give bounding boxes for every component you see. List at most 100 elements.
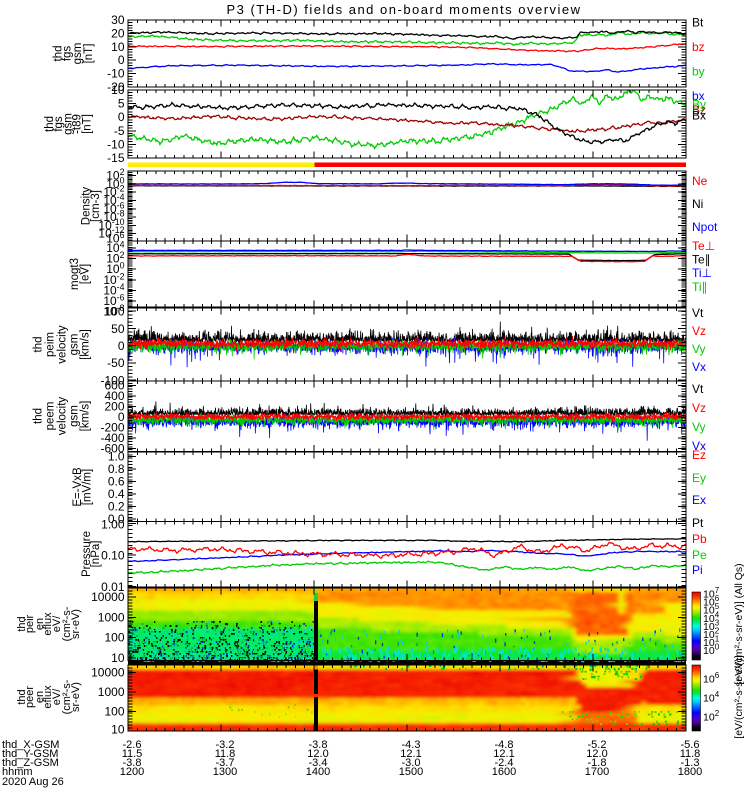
svg-text:Ni: Ni <box>692 197 703 211</box>
svg-text:600: 600 <box>104 378 124 392</box>
svg-text:1500: 1500 <box>399 766 423 778</box>
svg-text:-100: -100 <box>100 374 124 388</box>
svg-text:-15: -15 <box>107 151 125 165</box>
svg-text:0.0: 0.0 <box>108 512 125 526</box>
svg-text:thd_Z-GSM: thd_Z-GSM <box>2 757 59 769</box>
svg-text:[nPa]: [nPa] <box>90 541 102 568</box>
svg-text:Pi: Pi <box>692 563 703 577</box>
svg-text:12.0: 12.0 <box>307 748 328 760</box>
svg-text:Ey: Ey <box>692 471 706 485</box>
svg-text:en: en <box>34 691 46 703</box>
svg-text:1700: 1700 <box>585 766 609 778</box>
svg-text:-3.2: -3.2 <box>216 739 235 751</box>
svg-text:5: 5 <box>118 97 125 111</box>
svg-text:peer: peer <box>24 686 36 708</box>
svg-text:thd_X-GSM: thd_X-GSM <box>2 739 59 751</box>
svg-text:gsm: gsm <box>69 334 81 356</box>
svg-text:100: 100 <box>104 705 124 719</box>
svg-text:[nT]: [nT] <box>83 44 95 64</box>
svg-text:Pt: Pt <box>692 516 704 530</box>
svg-text:Vt: Vt <box>692 382 704 396</box>
svg-text:0.6: 0.6 <box>108 475 125 489</box>
svg-text:Vx: Vx <box>692 439 706 453</box>
svg-text:400: 400 <box>104 389 124 403</box>
svg-text:[eV/(cm²-s-sr-eV)]: [eV/(cm²-s-sr-eV)] <box>733 655 745 738</box>
svg-text:thd: thd <box>44 116 56 132</box>
svg-text:Pressure: Pressure <box>81 531 93 577</box>
svg-text:0.01: 0.01 <box>101 580 125 594</box>
svg-text:-200: -200 <box>100 421 124 435</box>
svg-text:12.0: 12.0 <box>586 748 607 760</box>
svg-text:Vz: Vz <box>692 324 706 338</box>
svg-text:P3 (TH-D) fields and on-board: P3 (TH-D) fields and on-board moments ov… <box>226 2 581 17</box>
svg-text:2020 Aug 26: 2020 Aug 26 <box>2 776 64 788</box>
svg-text:[nT]: [nT] <box>82 114 94 134</box>
svg-text:[mV/m]: [mV/m] <box>82 469 94 505</box>
svg-text:bx: bx <box>692 89 705 103</box>
svg-text:20: 20 <box>111 26 125 40</box>
svg-text:(cm²-s-: (cm²-s- <box>61 679 73 714</box>
svg-text:Npot: Npot <box>692 220 718 234</box>
svg-text:-2.4: -2.4 <box>495 757 514 769</box>
svg-text:12.1: 12.1 <box>493 748 514 760</box>
svg-text:[eV/(cm²-s-sr-eV)] (All Qs): [eV/(cm²-s-sr-eV)] (All Qs) <box>733 563 745 684</box>
svg-text:Bt: Bt <box>692 16 704 30</box>
svg-text:Ne: Ne <box>692 174 708 188</box>
svg-text:10000: 10000 <box>91 590 125 604</box>
svg-text:thd: thd <box>53 46 65 62</box>
svg-text:-10: -10 <box>107 67 125 81</box>
svg-text:eV/: eV/ <box>51 615 63 632</box>
svg-text:gsm: gsm <box>69 405 81 427</box>
svg-text:-4.8: -4.8 <box>495 739 514 751</box>
svg-text:Pe: Pe <box>692 548 707 562</box>
svg-text:Ti∥: Ti∥ <box>692 280 708 294</box>
svg-text:gsm: gsm <box>63 113 75 135</box>
svg-text:-3.4: -3.4 <box>309 757 328 769</box>
svg-text:mogt3: mogt3 <box>69 258 81 290</box>
svg-text:thd: thd <box>33 337 45 353</box>
svg-text:10: 10 <box>111 723 125 737</box>
svg-text:10: 10 <box>111 40 125 54</box>
svg-text:[cm-3]: [cm-3] <box>90 190 102 222</box>
svg-text:bz: bz <box>692 40 705 54</box>
svg-text:fgs: fgs <box>62 46 74 62</box>
svg-text:1600: 1600 <box>492 766 516 778</box>
svg-text:-3.0: -3.0 <box>402 757 421 769</box>
svg-text:-5.6: -5.6 <box>681 739 700 751</box>
svg-text:thd_Y-GSM: thd_Y-GSM <box>2 748 58 760</box>
svg-text:1000: 1000 <box>98 610 125 624</box>
svg-text:thd: thd <box>16 689 28 704</box>
svg-text:-1.8: -1.8 <box>588 757 607 769</box>
svg-text:1.00: 1.00 <box>101 518 125 532</box>
svg-text:1800: 1800 <box>678 766 702 778</box>
svg-text:Ex: Ex <box>692 493 706 507</box>
svg-text:Te∥: Te∥ <box>692 253 711 267</box>
svg-text:peim: peim <box>45 332 57 357</box>
svg-text:100: 100 <box>104 631 124 645</box>
svg-text:0.8: 0.8 <box>108 462 125 476</box>
svg-text:velocity: velocity <box>57 325 69 364</box>
svg-text:peem: peem <box>45 402 57 431</box>
svg-text:0.10: 0.10 <box>101 549 125 563</box>
svg-text:-3.8: -3.8 <box>123 757 142 769</box>
svg-text:eflux: eflux <box>42 685 54 709</box>
svg-text:-600: -600 <box>100 442 124 456</box>
svg-text:en: en <box>34 618 46 630</box>
svg-text:Vy: Vy <box>692 342 706 356</box>
svg-text:-5.2: -5.2 <box>588 739 607 751</box>
svg-text:thd: thd <box>16 616 28 631</box>
svg-text:-1.3: -1.3 <box>681 757 700 769</box>
svg-text:-20: -20 <box>107 80 125 94</box>
svg-text:Ti⊥: Ti⊥ <box>692 266 712 280</box>
svg-text:0: 0 <box>118 410 125 424</box>
svg-text:eV/: eV/ <box>51 688 63 705</box>
svg-text:Te⊥: Te⊥ <box>692 239 715 253</box>
svg-text:1300: 1300 <box>213 766 237 778</box>
svg-text:11.5: 11.5 <box>122 748 143 760</box>
svg-text:0: 0 <box>118 339 125 353</box>
svg-text:E=-VxB: E=-VxB <box>72 467 84 507</box>
svg-text:10: 10 <box>111 83 125 97</box>
svg-text:sr-eV): sr-eV) <box>70 682 82 712</box>
svg-text:eflux: eflux <box>42 612 54 636</box>
svg-text:sr-eV): sr-eV) <box>70 609 82 639</box>
